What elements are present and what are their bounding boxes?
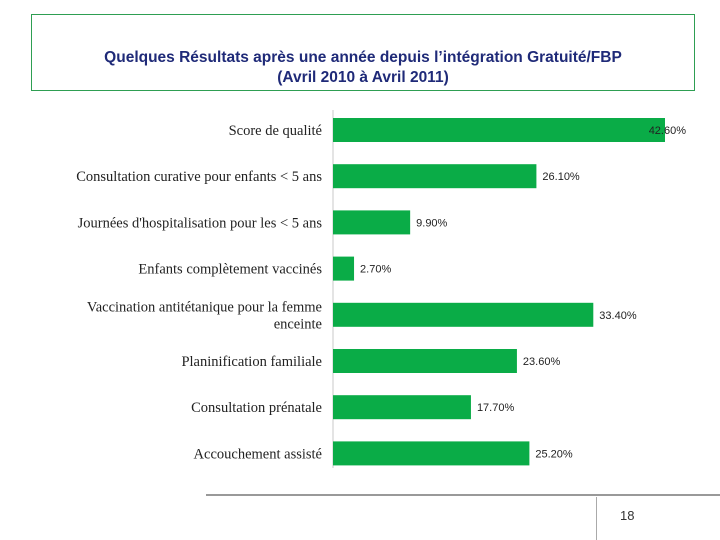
slide-subtitle: (Avril 2010 à Avril 2011) — [277, 69, 449, 86]
slide-title: Quelques Résultats après une année depui… — [104, 49, 622, 66]
value-label-7: 25.20% — [535, 448, 573, 460]
value-label-0: 42.60% — [649, 125, 687, 137]
value-label-1: 26.10% — [542, 171, 580, 183]
bar-1 — [333, 164, 537, 189]
category-label-2: Journées d'hospitalisation pour les < 5 … — [78, 215, 323, 231]
bar-7 — [333, 441, 530, 466]
bar-2 — [333, 210, 411, 235]
value-label-4: 33.40% — [599, 310, 637, 322]
title-frame: Quelques Résultats après une année depui… — [31, 14, 695, 91]
bar-4 — [333, 302, 594, 327]
footer-divider — [206, 494, 720, 496]
category-label-3: Enfants complètement vaccinés — [138, 262, 322, 278]
category-label-1: Consultation curative pour enfants < 5 a… — [76, 169, 322, 185]
value-label-5: 23.60% — [523, 356, 561, 368]
category-label-0: Score de qualité — [229, 123, 322, 139]
category-label-6: Consultation prénatale — [191, 400, 322, 416]
category-label-5: Planinification familiale — [181, 354, 322, 370]
bar-5 — [333, 349, 517, 373]
bar-0 — [333, 118, 665, 142]
category-label-4: Vaccination antitétanique pour la femme e… — [87, 299, 322, 332]
value-label-3: 2.70% — [360, 264, 391, 276]
value-label-6: 17.70% — [477, 402, 515, 414]
value-label-2: 9.90% — [416, 217, 447, 229]
bar-3 — [333, 256, 355, 281]
category-label-7: Accouchement assisté — [194, 446, 322, 462]
bar-chart: 42.60% Score de qualité 26.10% Consultation… — [76, 110, 687, 468]
bar-6 — [333, 395, 471, 420]
page-number: 18 — [620, 508, 635, 523]
footer-box — [596, 497, 720, 540]
